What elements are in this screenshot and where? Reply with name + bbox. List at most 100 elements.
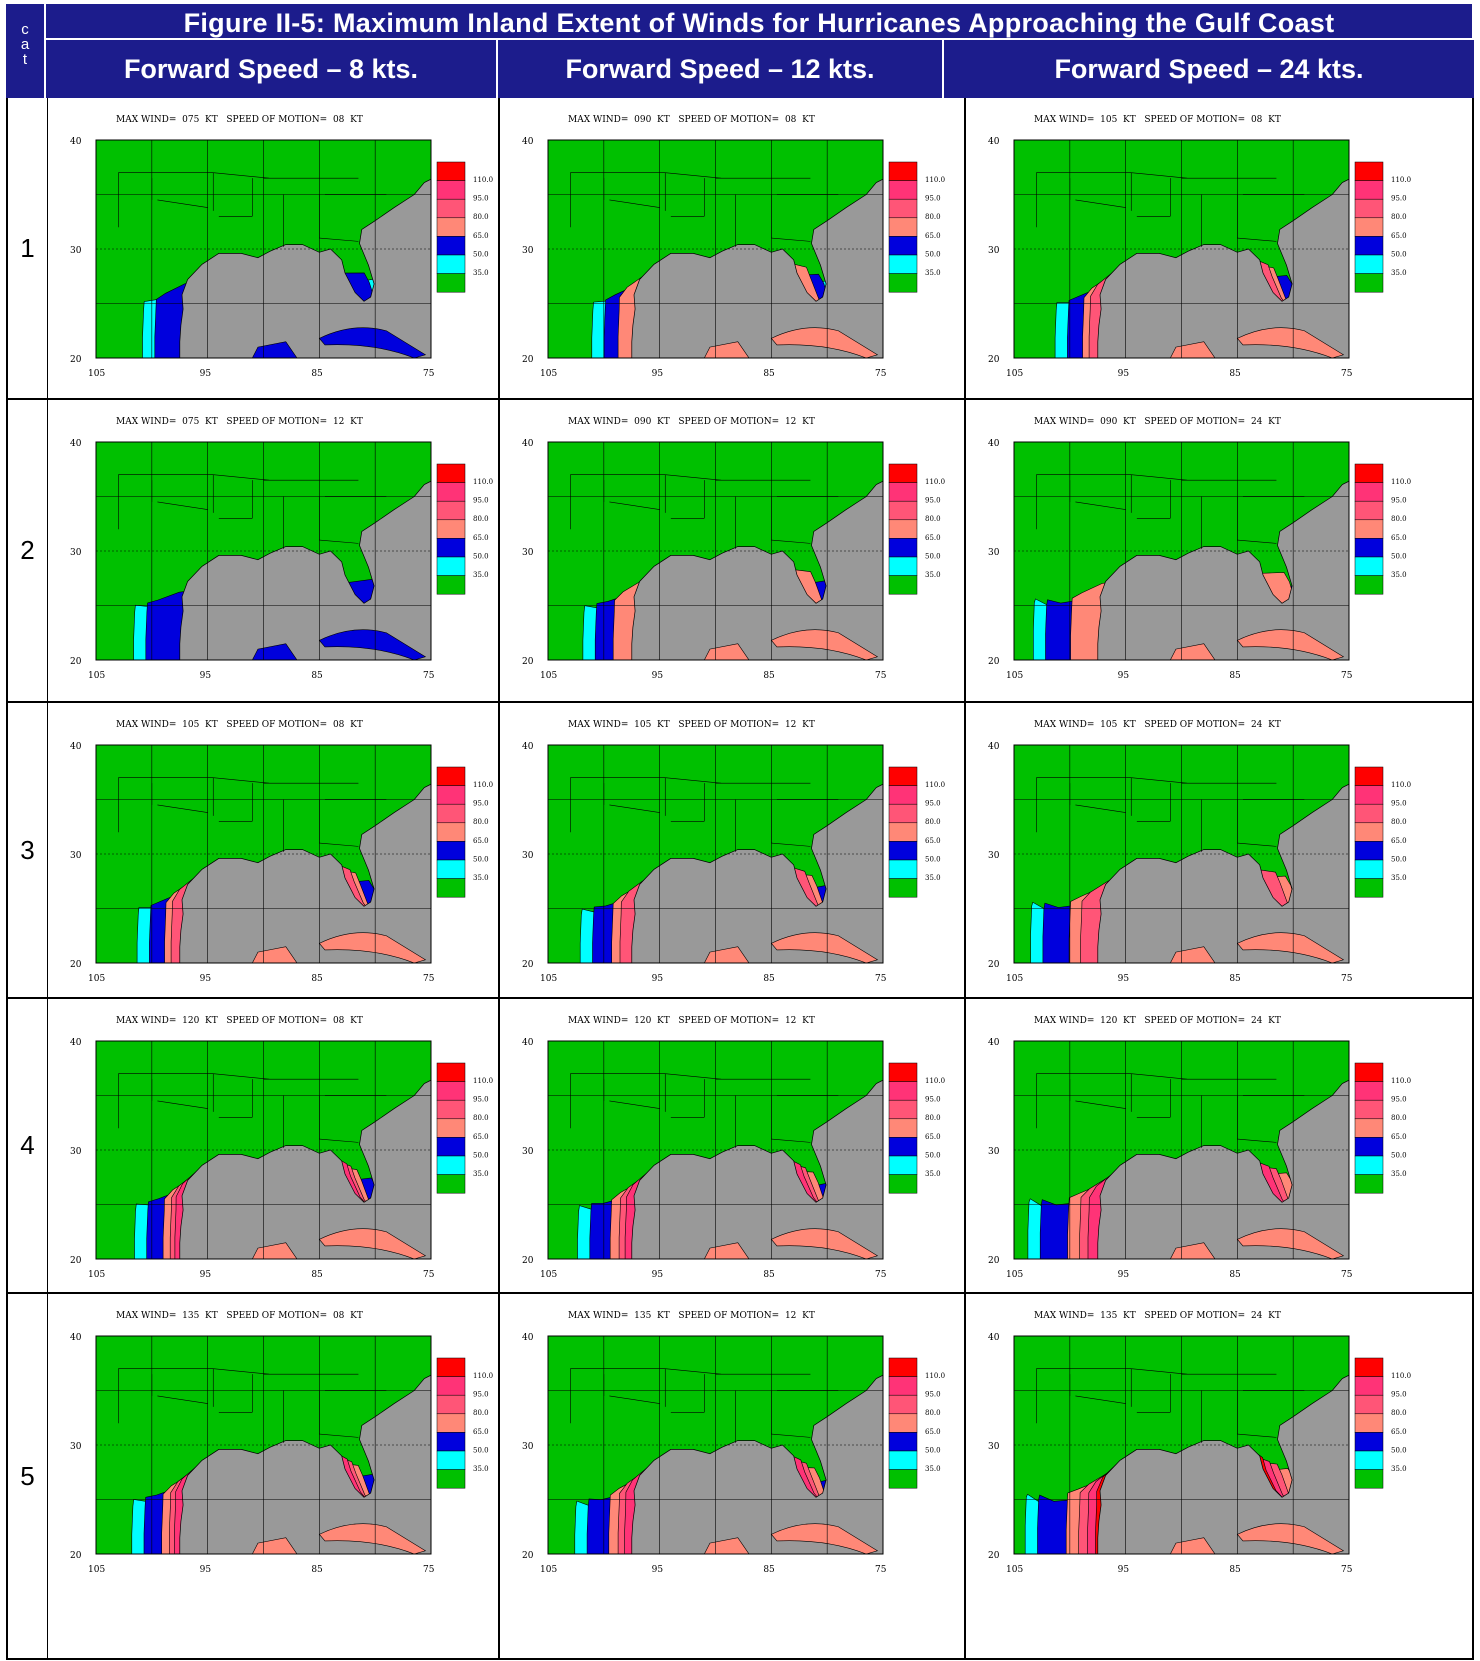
map-frame — [547, 1335, 884, 1555]
legend-label: 50.0 — [473, 250, 489, 258]
legend-swatch — [1354, 1118, 1384, 1138]
state-border — [1131, 172, 1188, 179]
legend-swatch — [436, 878, 466, 898]
gulf-of-mexico — [1097, 783, 1349, 963]
legend-label: 95.0 — [925, 800, 941, 808]
legend-label: 65.0 — [473, 232, 489, 240]
legend-label: 110.0 — [1391, 478, 1411, 486]
legend-label: 95.0 — [473, 1096, 489, 1104]
legend-label: 110.0 — [925, 1077, 945, 1085]
map-frame — [95, 441, 432, 661]
state-border — [1075, 804, 1126, 813]
legend-swatch — [1354, 1155, 1384, 1175]
map-cell: MAX WIND= 105 KT SPEED OF MOTION= 08 KT 4… — [48, 703, 500, 999]
longitude-label: 85 — [311, 974, 323, 984]
longitude-label: 85 — [1229, 369, 1241, 379]
legend-swatch — [888, 859, 918, 879]
legend-label: 35.0 — [925, 1170, 941, 1178]
latitude-label: 40 — [522, 742, 534, 752]
longitude-label: 85 — [1229, 1565, 1241, 1575]
legend-label: 35.0 — [1391, 1465, 1407, 1473]
legend-swatch — [436, 822, 466, 842]
state-border — [1075, 1100, 1126, 1109]
map-frame — [547, 139, 884, 359]
map-frame — [547, 744, 884, 964]
longitude-label: 95 — [652, 369, 664, 379]
legend-swatch — [1354, 161, 1384, 181]
legend-swatch — [888, 785, 918, 805]
latitude-label: 40 — [522, 137, 534, 147]
legend-swatch — [436, 1357, 466, 1377]
state-border — [319, 237, 359, 242]
hurricane-wind-map: MAX WIND= 105 KT SPEED OF MOTION= 12 KT 4… — [522, 720, 945, 984]
category-label: 5 — [8, 1294, 48, 1660]
map-cell: MAX WIND= 090 KT SPEED OF MOTION= 12 KT 4… — [500, 400, 966, 703]
legend-swatch — [436, 556, 466, 576]
longitude-label: 95 — [652, 974, 664, 984]
longitude-label: 85 — [311, 369, 323, 379]
legend-swatch — [1354, 1099, 1384, 1120]
state-border — [213, 172, 270, 179]
legend-label: 50.0 — [1391, 250, 1407, 258]
legend-label: 50.0 — [925, 552, 941, 560]
legend-label: 65.0 — [473, 534, 489, 542]
longitude-label: 75 — [423, 1270, 435, 1280]
legend-swatch — [888, 463, 918, 483]
legend-swatch — [1354, 803, 1384, 824]
map-frame — [547, 1040, 884, 1260]
legend-label: 50.0 — [925, 1446, 941, 1454]
legend-swatch — [436, 254, 466, 274]
legend-label: 95.0 — [1391, 195, 1407, 203]
map-frame — [547, 441, 884, 661]
latitude-label: 20 — [522, 960, 534, 970]
legend-swatch — [888, 1376, 918, 1396]
legend-swatch — [1354, 575, 1384, 595]
wind-legend: 110.0 95.0 80.0 65.0 50.0 35.0 — [436, 1062, 493, 1194]
legend-swatch — [1354, 463, 1384, 483]
latitude-label: 20 — [988, 1551, 1000, 1561]
legend-swatch — [888, 822, 918, 842]
state-border — [1075, 501, 1126, 510]
legend-swatch — [436, 766, 466, 786]
longitude-label: 105 — [540, 1270, 557, 1280]
state-border — [319, 842, 359, 847]
longitude-label: 95 — [1118, 671, 1130, 681]
cat-header-letter: c — [21, 21, 29, 38]
state-border — [1131, 777, 1188, 784]
legend-swatch — [888, 273, 918, 293]
legend-swatch — [1354, 1062, 1384, 1082]
legend-swatch — [1354, 500, 1384, 521]
legend-label: 110.0 — [925, 781, 945, 789]
latitude-label: 20 — [522, 1551, 534, 1561]
figure-sheet: c a t Figure II-5: Maximum Inland Extent… — [6, 4, 1474, 1660]
legend-swatch — [888, 1432, 918, 1452]
legend-label: 80.0 — [473, 1409, 489, 1417]
latitude-label: 40 — [988, 742, 1000, 752]
legend-swatch — [436, 1376, 466, 1396]
state-border — [1075, 199, 1126, 208]
map-frame — [95, 139, 432, 359]
latitude-label: 30 — [988, 1442, 1000, 1452]
longitude-label: 105 — [1006, 1270, 1023, 1280]
latitude-label: 30 — [988, 1147, 1000, 1157]
longitude-label: 75 — [1341, 974, 1353, 984]
longitude-label: 95 — [1118, 1565, 1130, 1575]
legend-label: 80.0 — [473, 818, 489, 826]
legend-swatch — [888, 575, 918, 595]
category-label: 4 — [8, 999, 48, 1294]
legend-swatch — [436, 463, 466, 483]
legend-label: 110.0 — [1391, 1077, 1411, 1085]
category-label: 3 — [8, 703, 48, 999]
legend-label: 110.0 — [473, 781, 493, 789]
longitude-label: 85 — [763, 369, 775, 379]
legend-label: 35.0 — [925, 269, 941, 277]
state-border — [1131, 1368, 1188, 1375]
gulf-of-mexico — [631, 1374, 883, 1554]
legend-swatch — [436, 803, 466, 824]
map-caption: MAX WIND= 105 KT SPEED OF MOTION= 12 KT — [568, 720, 815, 730]
legend-swatch — [888, 180, 918, 200]
column-header-12kts: Forward Speed – 12 kts. — [498, 40, 944, 98]
legend-label: 95.0 — [1391, 497, 1407, 505]
legend-label: 35.0 — [1391, 1170, 1407, 1178]
legend-swatch — [1354, 878, 1384, 898]
